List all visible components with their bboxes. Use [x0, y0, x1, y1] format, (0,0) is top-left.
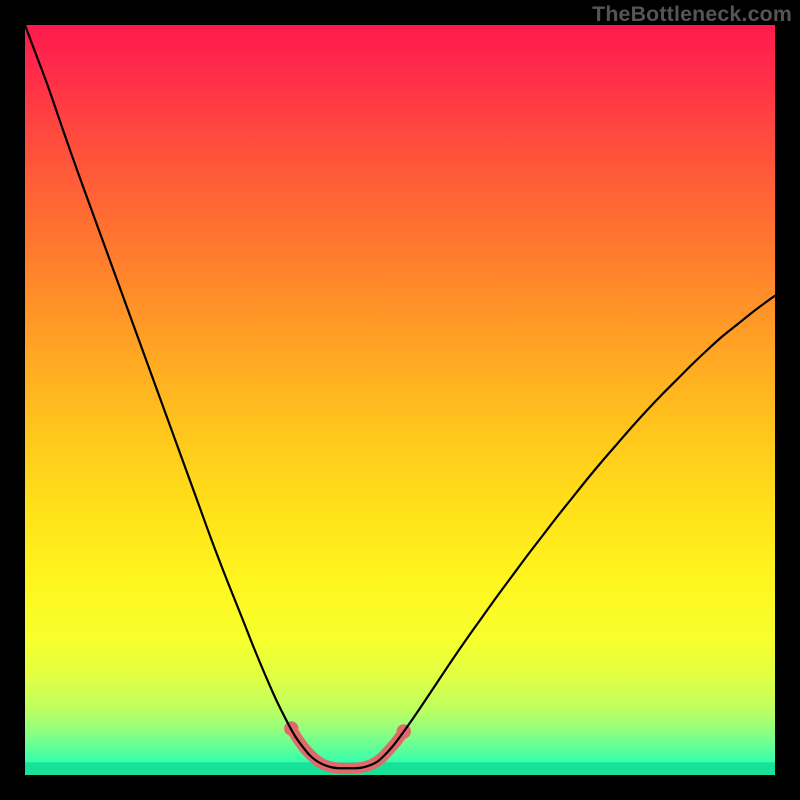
green-baseline-band: [25, 762, 775, 775]
watermark-text: TheBottleneck.com: [592, 2, 792, 27]
bottleneck-chart: [25, 25, 775, 775]
chart-frame: TheBottleneck.com: [0, 0, 800, 800]
chart-background: [25, 25, 775, 775]
